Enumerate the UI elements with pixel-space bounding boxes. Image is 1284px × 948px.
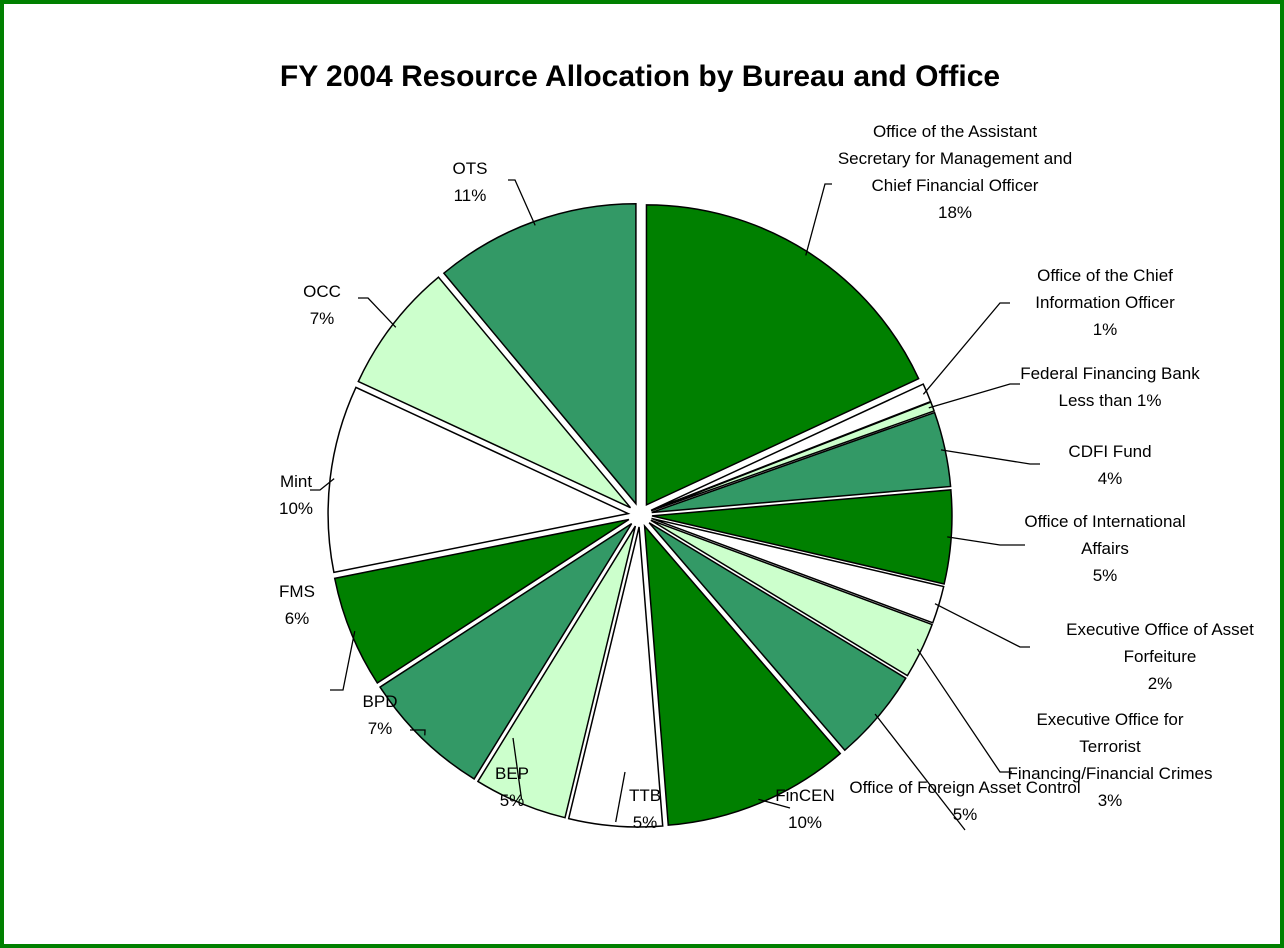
category-name: BEP [494,764,530,783]
leader-line [358,297,397,328]
leader-line [310,478,335,491]
category-name: Office of the Chief Information Officer [1035,266,1175,312]
leader-line [330,631,356,691]
slice-label: TTB 5% [615,782,675,836]
pie-slice [476,525,637,819]
category-name: OCC [303,282,341,301]
slice-label: Executive Office for Terrorist Financing… [1005,706,1215,814]
category-name: Office of International Affairs [1024,512,1186,558]
category-name: FinCEN [775,786,835,805]
slice-label: CDFI Fund 4% [1040,438,1180,492]
value-label: 7% [309,309,335,328]
slice-label: Office of Foreign Asset Control 5% [845,774,1085,828]
value-label: 5% [632,813,658,832]
leader-line [928,383,1020,409]
leader-line [805,183,832,256]
slice-label: Office of the Chief Information Officer 1… [1005,262,1205,343]
category-name: Office of the Assistant Secretary for Ma… [837,122,1073,195]
category-name: BPD [362,692,398,711]
pie-slice [333,518,630,685]
slice-label: Executive Office of Asset Forfeiture 2% [1035,616,1284,697]
pie-slice [567,526,664,828]
pie-slice [379,522,633,780]
value-label: 18% [937,203,973,222]
category-name: Executive Office for Terrorist Financing… [1007,710,1213,783]
pie-slice [645,204,920,507]
category-name: OTS [452,159,488,178]
value-label: 6% [284,609,310,628]
chart-title: FY 2004 Resource Allocation by Bureau an… [280,60,1000,93]
slice-label: Federal Financing Bank Less than 1% [1010,360,1210,414]
value-label: 11% [453,186,487,205]
pie-slice [648,522,907,752]
leader-line [874,713,966,831]
category-name: FMS [279,582,315,601]
category-name: TTB [628,786,662,805]
pie-slice [327,386,631,574]
value-label: 10% [787,813,823,832]
value-label: 5% [1092,566,1118,585]
leader-line [934,603,1030,648]
slice-label: FinCEN 10% [765,782,845,836]
leader-line [615,771,626,823]
slice-label: BEP 5% [482,760,542,814]
value-label: 5% [499,791,525,810]
leader-line [410,729,426,736]
leader-line [922,302,1010,395]
slice-label: Office of International Affairs 5% [1005,508,1205,589]
value-label: 5% [952,805,978,824]
leader-line [940,449,1040,465]
slice-label: OTS 11% [440,155,500,209]
slice-label: OCC 7% [292,278,352,332]
value-label: 2% [1147,674,1173,693]
leader-line [508,179,536,226]
category-name: Mint [279,472,313,491]
slice-label: Office of the Assistant Secretary for Ma… [835,118,1075,226]
pie-slice [643,523,842,826]
value-label: Less than 1% [1058,391,1162,410]
slice-label: FMS 6% [267,578,327,632]
leader-line [916,648,1012,773]
leader-line [947,536,1025,546]
pie-slice [650,519,934,677]
leader-line [758,798,791,809]
pie-slice [651,411,952,514]
category-name: CDFI Fund [1068,442,1152,461]
value-label: 1% [1092,320,1118,339]
slice-label: Mint 10% [266,468,326,522]
value-label: 7% [367,719,393,738]
value-label: 3% [1097,791,1123,810]
value-label: 4% [1097,469,1123,488]
leader-line [512,737,523,800]
slice-label: BPD 7% [350,688,410,742]
category-name: Federal Financing Bank [1020,364,1200,383]
category-name: Office of Foreign Asset Control [849,778,1081,797]
pie-slice [651,517,945,624]
category-name: Executive Office of Asset Forfeiture [1066,620,1254,666]
value-label: 10% [278,499,314,518]
